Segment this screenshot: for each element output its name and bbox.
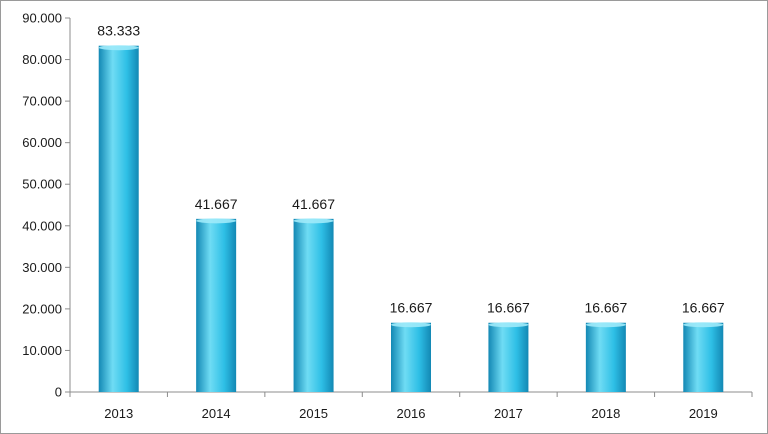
bar-top-cap (196, 218, 237, 224)
bar-top-cap (683, 322, 724, 328)
x-tick-label: 2013 (104, 406, 133, 421)
x-tick-label: 2018 (591, 406, 620, 421)
bar (391, 322, 431, 392)
bar-top-cap (585, 322, 626, 328)
bar (196, 218, 237, 392)
bar-top-cap (293, 218, 334, 224)
y-tick-label: 50.000 (22, 177, 62, 192)
data-labels: 2013 83.333 2014 41.667 2015 41.667 2016 16.667… (97, 23, 725, 421)
y-tick-label: 80.000 (22, 52, 62, 67)
data-label: 16.667 (682, 300, 725, 316)
bar (293, 218, 334, 392)
x-tick-label: 2016 (397, 406, 426, 421)
data-label: 16.667 (487, 300, 530, 316)
y-tick-label: 90.000 (22, 11, 62, 26)
bar-top-cap (391, 322, 431, 328)
bar-top-cap (98, 45, 139, 51)
x-tick-label: 2014 (202, 406, 231, 421)
x-tick-label: 2015 (299, 406, 328, 421)
bar (683, 322, 724, 392)
y-tick-label: 30.000 (22, 260, 62, 275)
y-tick-label: 20.000 (22, 301, 62, 316)
y-tick-label: 60.000 (22, 135, 62, 150)
data-label: 41.667 (195, 196, 238, 212)
data-label: 16.667 (584, 300, 627, 316)
y-tick-label: 10.000 (22, 343, 62, 358)
data-label: 41.667 (292, 196, 335, 212)
chart-axes: 0 10.000 20.000 30.000 40.000 50.000 60.000 70.… (22, 11, 753, 400)
bar (585, 322, 626, 392)
bar (488, 322, 529, 392)
x-tick-label: 2017 (494, 406, 523, 421)
bar-top-cap (488, 322, 529, 328)
x-tick-label: 2019 (689, 406, 718, 421)
y-tick-label: 0 (55, 385, 62, 400)
y-tick-label: 70.000 (22, 94, 62, 109)
data-label: 16.667 (390, 300, 433, 316)
bar-series (98, 45, 724, 393)
y-tick-label: 40.000 (22, 218, 62, 233)
bar (98, 45, 139, 393)
data-label: 83.333 (97, 23, 140, 39)
